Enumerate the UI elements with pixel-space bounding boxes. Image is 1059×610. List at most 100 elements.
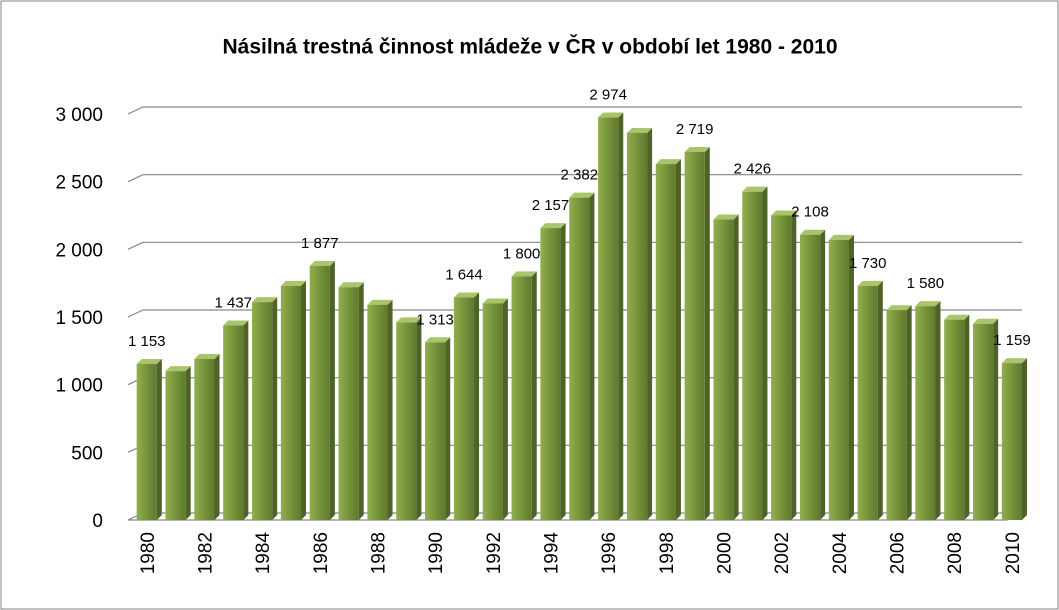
bar-top (194, 353, 220, 359)
bar-side (647, 127, 653, 521)
bar (482, 303, 503, 520)
bar-side (618, 112, 624, 520)
chart-title: Násilná trestná činnost mládeže v ČR v o… (222, 35, 837, 59)
x-tick-label: 2000 (715, 532, 736, 574)
bar (886, 310, 907, 520)
bar-top (223, 320, 249, 326)
bar-side (589, 192, 595, 521)
bar (280, 285, 302, 520)
data-label: 2 719 (676, 121, 714, 138)
bar-top (280, 280, 307, 286)
bar-top (453, 292, 480, 298)
bar (136, 363, 157, 520)
bar-top (1001, 358, 1027, 364)
bar (972, 323, 994, 520)
y-tick-label: 1 000 (55, 376, 103, 397)
bar (799, 234, 821, 520)
bar-top (972, 318, 999, 324)
grid-line-depth (127, 241, 144, 250)
y-tick-label: 3 000 (55, 105, 103, 126)
x-tick-label: 1998 (657, 532, 678, 574)
bar-side (704, 147, 710, 520)
bar (944, 319, 965, 520)
bar-top (252, 297, 278, 303)
data-label: 1 730 (849, 255, 887, 272)
bar-top (165, 366, 191, 372)
x-tick-label: 1986 (311, 532, 332, 574)
bar-side (993, 318, 999, 520)
bar-side (820, 229, 826, 520)
data-label: 1 800 (503, 245, 541, 262)
y-tick-label: 500 (71, 443, 103, 464)
bar (396, 322, 417, 520)
bar (453, 297, 475, 520)
bar-top (396, 317, 422, 323)
x-tick-label: 1994 (542, 532, 563, 575)
bar-side (877, 280, 883, 520)
bar-side (733, 214, 739, 520)
bar (742, 191, 763, 520)
bar-top (425, 337, 451, 343)
bar-side (935, 301, 941, 520)
bar-top (598, 112, 624, 118)
bar-top (626, 127, 653, 133)
x-tick-label: 1988 (368, 532, 389, 574)
bar (540, 228, 561, 520)
bar-side (502, 298, 508, 520)
bar-side (675, 159, 681, 520)
bar-top (569, 192, 595, 198)
bar-side (762, 186, 768, 520)
data-label: 1 153 (128, 333, 166, 350)
bar-top (713, 214, 739, 220)
bar-top (771, 210, 797, 216)
x-tick-label: 2002 (772, 532, 793, 574)
grid-line-depth (127, 174, 144, 183)
bar (915, 306, 936, 520)
bar (626, 132, 648, 521)
data-label: 1 580 (907, 275, 945, 292)
bar-side (445, 337, 451, 520)
data-label: 2 426 (734, 161, 772, 178)
bar-side (791, 210, 797, 520)
data-label: 2 382 (561, 167, 599, 184)
bar-top (799, 229, 826, 235)
bar-top (338, 282, 364, 288)
x-tick-label: 2008 (945, 532, 966, 574)
bar-side (474, 292, 480, 520)
bar (713, 219, 734, 520)
bar (771, 215, 792, 520)
data-label: 1 437 (214, 294, 252, 311)
bar (511, 276, 532, 520)
bar (1001, 363, 1022, 520)
bar-side (387, 299, 393, 520)
bar-top (136, 358, 162, 364)
bar-side (531, 271, 537, 520)
bar-side (329, 260, 335, 520)
bar (309, 265, 330, 520)
x-tick-label: 1992 (484, 532, 505, 574)
bar-top (655, 159, 681, 165)
bar-side (185, 366, 191, 520)
x-tick-label: 2006 (888, 532, 909, 574)
bar-side (416, 317, 422, 520)
bar (569, 197, 590, 521)
bar-side (358, 282, 364, 520)
bar (165, 371, 186, 520)
x-tick-label: 1980 (138, 532, 159, 574)
y-tick-label: 2 500 (55, 173, 103, 194)
bar-top (886, 305, 912, 311)
data-label: 2 108 (791, 204, 829, 221)
bar (194, 358, 215, 520)
bar-side (156, 358, 162, 520)
bar (367, 304, 388, 520)
bar (223, 325, 244, 520)
bar (857, 285, 878, 520)
x-tick-label: 1982 (195, 532, 216, 574)
x-tick-label: 2010 (1003, 532, 1024, 574)
bar-top (857, 280, 883, 286)
bar (828, 239, 849, 521)
bar-top (944, 314, 970, 320)
y-tick-label: 1 500 (55, 308, 103, 329)
y-tick-label: 0 (92, 511, 103, 532)
